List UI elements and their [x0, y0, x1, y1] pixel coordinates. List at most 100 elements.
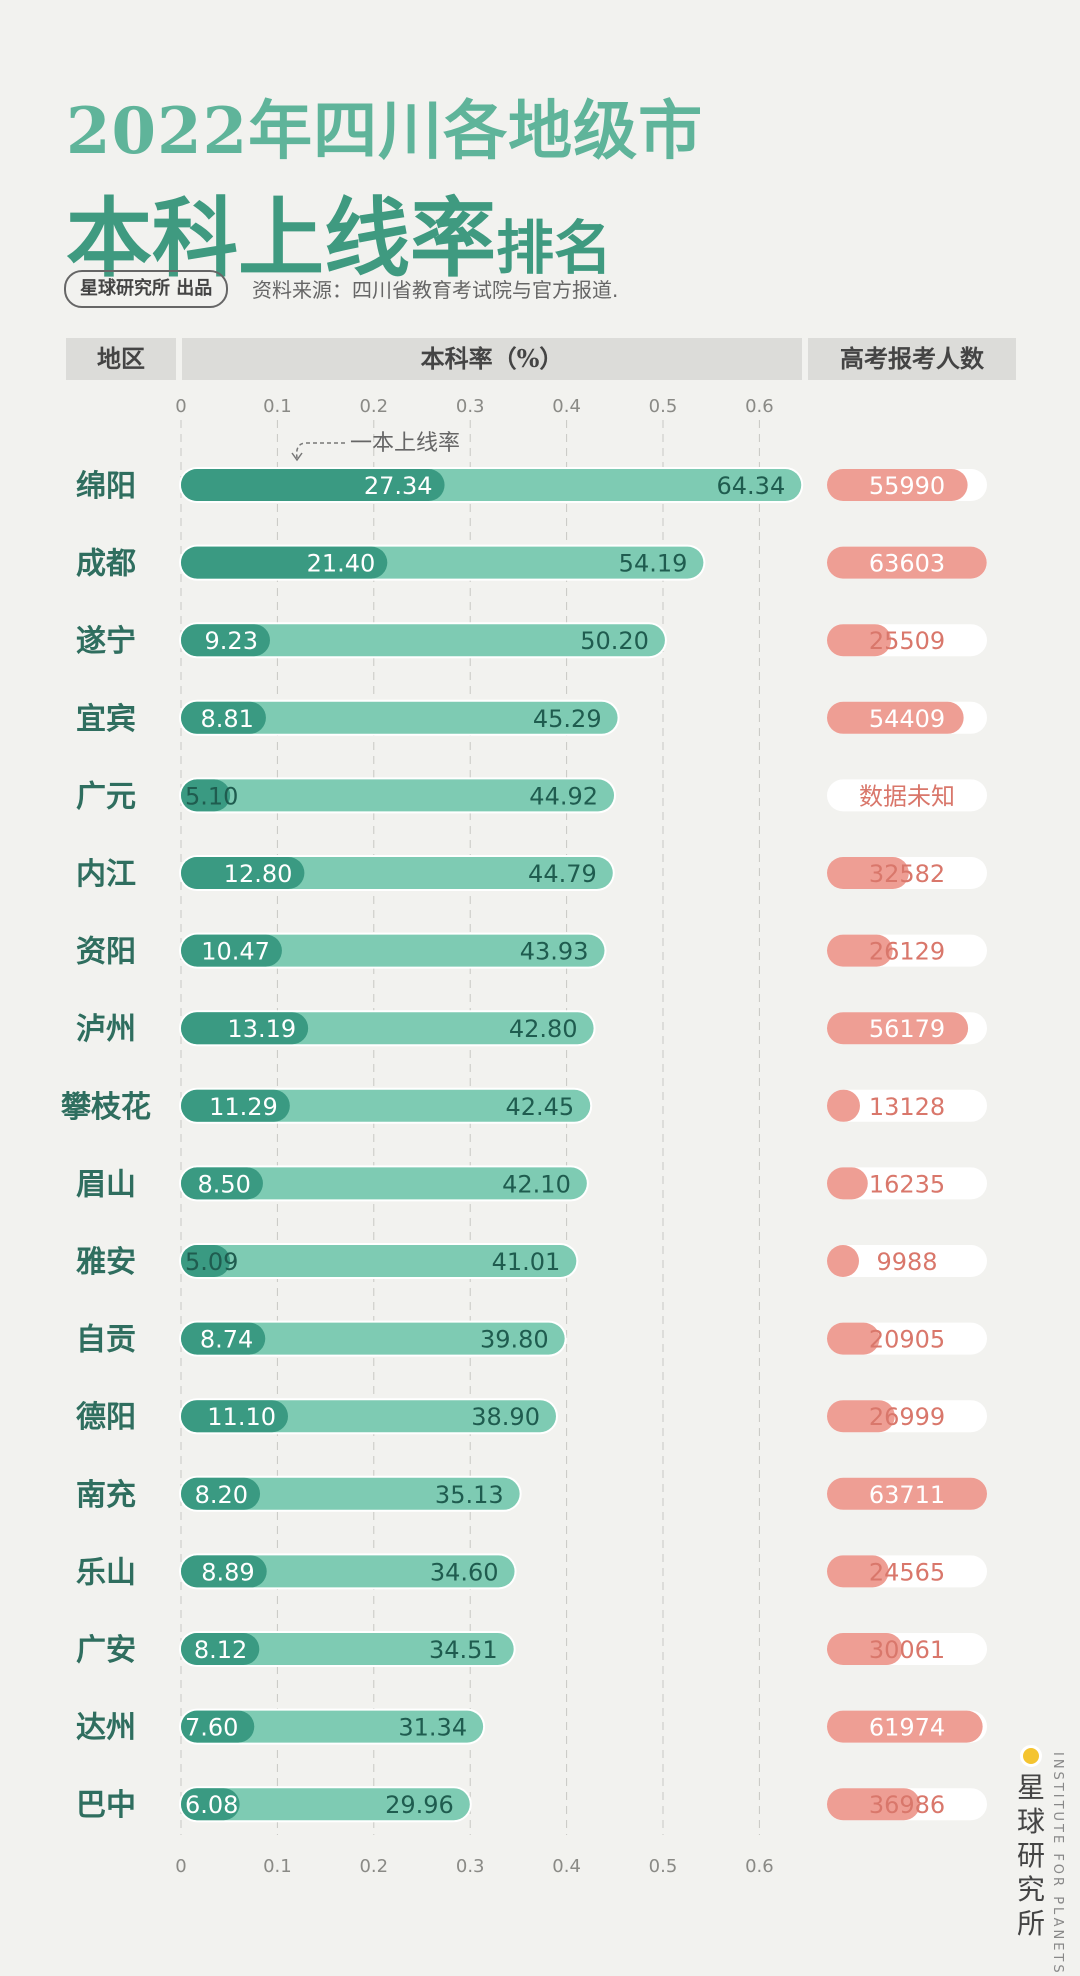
- exam-bar: [827, 857, 909, 889]
- region-label: 雅安: [76, 1245, 136, 1280]
- exam-bar: [827, 1633, 903, 1665]
- exam-bar: [827, 1089, 860, 1122]
- yiben-bar: [181, 1555, 267, 1588]
- header-region: 地区: [66, 338, 176, 380]
- yiben-bar: [181, 1322, 266, 1355]
- exam-bar: [827, 934, 893, 967]
- brand-name: 星球研究所: [1016, 1771, 1045, 1940]
- tick-label-bottom: 0: [175, 1856, 186, 1877]
- tick-label-top: 0.4: [552, 396, 581, 417]
- yiben-value-label: 6.08: [185, 1791, 238, 1819]
- yiben-bar: [181, 1477, 261, 1510]
- benke-bar: [181, 1710, 484, 1743]
- benke-value-label: 64.34: [717, 472, 786, 500]
- benke-value-label: 34.60: [430, 1558, 499, 1586]
- tick-label-bottom: 0.4: [552, 1856, 581, 1877]
- benke-bar: [181, 624, 665, 657]
- yiben-bar: [181, 857, 305, 889]
- yiben-value-label: 8.81: [200, 705, 253, 733]
- tick-label-top: 0.3: [456, 396, 485, 417]
- yiben-bar: [181, 1400, 289, 1433]
- exam-track: [827, 1167, 987, 1200]
- yiben-value-label: 13.19: [227, 1015, 296, 1043]
- benke-bar: [181, 934, 605, 967]
- benke-bar: [181, 1167, 587, 1200]
- yiben-value-label: 9.23: [205, 627, 258, 655]
- yiben-value-label: 7.60: [185, 1714, 238, 1742]
- title-line-1: 2022年四川各地级市: [66, 94, 704, 169]
- exam-value-label: 16235: [869, 1170, 945, 1198]
- exam-bar: [827, 701, 964, 734]
- region-label: 广安: [76, 1633, 136, 1668]
- exam-value-label: 26999: [869, 1403, 945, 1431]
- yiben-bar: [181, 779, 231, 812]
- benke-bar: [181, 1788, 470, 1821]
- exam-value-label: 32582: [869, 860, 945, 888]
- exam-value-label: 9988: [876, 1248, 937, 1276]
- tick-label-top: 0.1: [263, 396, 292, 417]
- benke-value-label: 43.93: [520, 938, 589, 966]
- header-rate: 本科率（%）: [182, 338, 802, 380]
- exam-bar: [827, 1710, 983, 1743]
- yiben-value-label: 5.10: [185, 782, 238, 810]
- annotation-arrow: [295, 442, 345, 459]
- benke-bar: [181, 701, 618, 734]
- region-label: 攀枝花: [61, 1090, 151, 1125]
- tick-label-bottom: 0.1: [263, 1856, 292, 1877]
- yiben-bar: [181, 1245, 231, 1277]
- exam-value-label: 61974: [869, 1714, 945, 1742]
- benke-value-label: 44.92: [529, 782, 598, 810]
- benke-value-label: 38.90: [471, 1403, 540, 1431]
- benke-value-label: 34.51: [429, 1636, 498, 1664]
- exam-bar: [827, 1245, 859, 1277]
- benke-bar: [181, 1245, 577, 1277]
- benke-bar: [181, 1322, 565, 1355]
- tick-label-top: 0.2: [359, 396, 388, 417]
- yiben-value-label: 10.47: [201, 938, 270, 966]
- benke-value-label: 42.45: [505, 1093, 574, 1121]
- annotation-arrowhead: [291, 452, 303, 462]
- yiben-bar: [181, 1012, 309, 1045]
- exam-bar: [827, 1167, 868, 1200]
- yiben-value-label: 21.40: [307, 550, 376, 578]
- region-label: 宜宾: [76, 702, 136, 737]
- yiben-value-label: 8.89: [201, 1558, 254, 1586]
- exam-value-label: 30061: [869, 1636, 945, 1664]
- benke-value-label: 45.29: [533, 705, 602, 733]
- exam-bar: [827, 1555, 889, 1588]
- region-label: 德阳: [76, 1400, 136, 1435]
- benke-value-label: 39.80: [480, 1326, 549, 1354]
- exam-bar: [827, 546, 987, 579]
- brand-english: INSTITUTE FOR PLANETS: [1050, 1752, 1065, 1976]
- brand-dot-icon: [1020, 1745, 1042, 1767]
- exam-value-label: 26129: [869, 938, 945, 966]
- region-label: 广元: [76, 779, 136, 814]
- exam-bar: [827, 624, 892, 657]
- tick-label-bottom: 0.2: [359, 1856, 388, 1877]
- yiben-value-label: 27.34: [364, 472, 433, 500]
- header-exam: 高考报考人数: [808, 338, 1016, 380]
- region-label: 资阳: [76, 935, 136, 970]
- yiben-bar: [181, 469, 445, 501]
- exam-track: [827, 779, 987, 812]
- benke-value-label: 44.79: [528, 860, 597, 888]
- benke-value-label: 31.34: [398, 1714, 467, 1742]
- benke-value-label: 54.19: [619, 550, 688, 578]
- benke-value-label: 35.13: [435, 1481, 504, 1509]
- yiben-bar: [181, 546, 388, 579]
- tick-label-bottom: 0.6: [745, 1856, 774, 1877]
- yiben-value-label: 11.10: [207, 1403, 276, 1431]
- yiben-bar: [181, 1788, 240, 1821]
- brand-logo: 星球研究所: [1013, 1745, 1049, 1941]
- source-note: 资料来源：四川省教育考试院与官方报道.: [252, 278, 619, 302]
- tick-label-top: 0: [175, 396, 186, 417]
- exam-value-label: 56179: [869, 1015, 945, 1043]
- exam-bar: [827, 1400, 895, 1433]
- exam-bar: [827, 1477, 987, 1510]
- tick-label-bottom: 0.3: [456, 1856, 485, 1877]
- yiben-value-label: 12.80: [224, 860, 293, 888]
- region-label: 巴中: [76, 1788, 136, 1823]
- exam-value-label: 54409: [869, 705, 945, 733]
- tick-label-bottom: 0.5: [649, 1856, 678, 1877]
- yiben-bar: [181, 1167, 263, 1200]
